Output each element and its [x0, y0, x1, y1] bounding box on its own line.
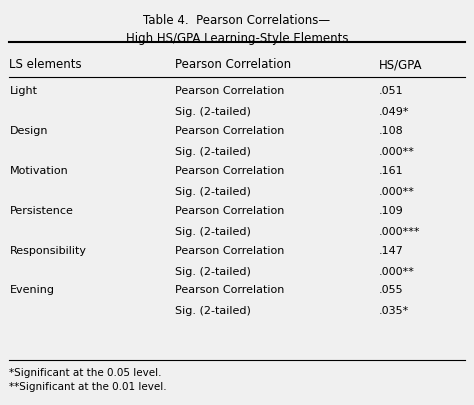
Text: Responsibility: Responsibility: [9, 245, 86, 255]
Text: .108: .108: [379, 126, 404, 136]
Text: .049*: .049*: [379, 107, 410, 117]
Text: Pearson Correlation: Pearson Correlation: [175, 86, 285, 96]
Text: .000**: .000**: [379, 187, 415, 196]
Text: Table 4.  Pearson Correlations—
High HS/GPA Learning-Style Elements: Table 4. Pearson Correlations— High HS/G…: [126, 14, 348, 45]
Text: .000**: .000**: [379, 147, 415, 157]
Text: Pearson Correlation: Pearson Correlation: [175, 126, 285, 136]
Text: Pearson Correlation: Pearson Correlation: [175, 205, 285, 215]
Text: Sig. (2-tailed): Sig. (2-tailed): [175, 187, 251, 196]
Text: Pearson Correlation: Pearson Correlation: [175, 285, 285, 294]
Text: Sig. (2-tailed): Sig. (2-tailed): [175, 147, 251, 157]
Text: Sig. (2-tailed): Sig. (2-tailed): [175, 226, 251, 236]
Text: Evening: Evening: [9, 285, 55, 294]
Text: Design: Design: [9, 126, 48, 136]
Text: .000**: .000**: [379, 266, 415, 276]
Text: Pearson Correlation: Pearson Correlation: [175, 166, 285, 175]
Text: *Significant at the 0.05 level.: *Significant at the 0.05 level.: [9, 367, 162, 377]
Text: Pearson Correlation: Pearson Correlation: [175, 58, 292, 71]
Text: **Significant at the 0.01 level.: **Significant at the 0.01 level.: [9, 381, 167, 390]
Text: .055: .055: [379, 285, 404, 294]
Text: Persistence: Persistence: [9, 205, 73, 215]
Text: Sig. (2-tailed): Sig. (2-tailed): [175, 107, 251, 117]
Text: Pearson Correlation: Pearson Correlation: [175, 245, 285, 255]
Text: Light: Light: [9, 86, 37, 96]
Text: HS/GPA: HS/GPA: [379, 58, 423, 71]
Text: .000***: .000***: [379, 226, 421, 236]
Text: .161: .161: [379, 166, 404, 175]
Text: .051: .051: [379, 86, 404, 96]
Text: LS elements: LS elements: [9, 58, 82, 71]
Text: Motivation: Motivation: [9, 166, 68, 175]
Text: .109: .109: [379, 205, 404, 215]
Text: Sig. (2-tailed): Sig. (2-tailed): [175, 266, 251, 276]
Text: .147: .147: [379, 245, 404, 255]
Text: .035*: .035*: [379, 306, 410, 315]
Text: Sig. (2-tailed): Sig. (2-tailed): [175, 306, 251, 315]
